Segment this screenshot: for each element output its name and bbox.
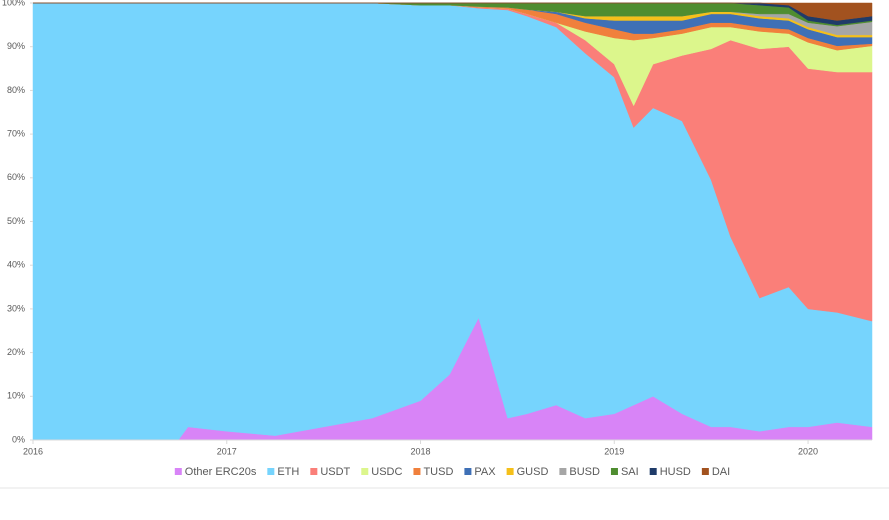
legend-label: SAI [621,466,639,478]
x-tick-label: 2016 [23,446,43,456]
y-tick-label: 50% [7,216,25,226]
x-tick-label: 2019 [604,446,624,456]
legend-label: HUSD [660,466,691,478]
legend-label: DAI [712,466,730,478]
y-tick-label: 20% [7,347,25,357]
y-tick-label: 80% [7,85,25,95]
legend-swatch [310,468,318,475]
area [33,2,873,21]
y-tick-label: 100% [2,0,25,7]
x-tick-label: 2020 [798,446,818,456]
legend-swatch [174,468,182,475]
legend-swatch [267,468,275,475]
legend-label: PAX [474,466,496,478]
y-tick-label: 40% [7,260,25,270]
legend-label: USDC [371,466,402,478]
legend-label: TUSD [423,466,453,478]
legend: Other ERC20s ETH USDT USDC TUSD PAX GUSD BUSD SA… [174,466,730,478]
y-tick-label: 0% [12,434,25,444]
legend-swatch [610,468,618,475]
legend-label: Other ERC20s [185,466,257,478]
x-tick-label: 2017 [217,446,237,456]
legend-swatch [413,468,421,475]
y-tick-label: 90% [7,41,25,51]
legend-label: ETH [277,466,299,478]
y-tick-label: 70% [7,128,25,138]
legend-swatch [649,468,657,475]
legend-swatch [559,468,567,475]
legend-swatch [361,468,369,475]
legend-swatch [506,468,514,475]
y-tick-label: 10% [7,391,25,401]
legend-label: USDT [320,466,350,478]
legend-swatch [701,468,709,475]
y-tick-label: 60% [7,172,25,182]
y-tick-label: 30% [7,303,25,313]
legend-swatch [464,468,472,475]
legend-label: GUSD [517,466,549,478]
x-tick-label: 2018 [411,446,431,456]
legend-label: BUSD [569,466,600,478]
